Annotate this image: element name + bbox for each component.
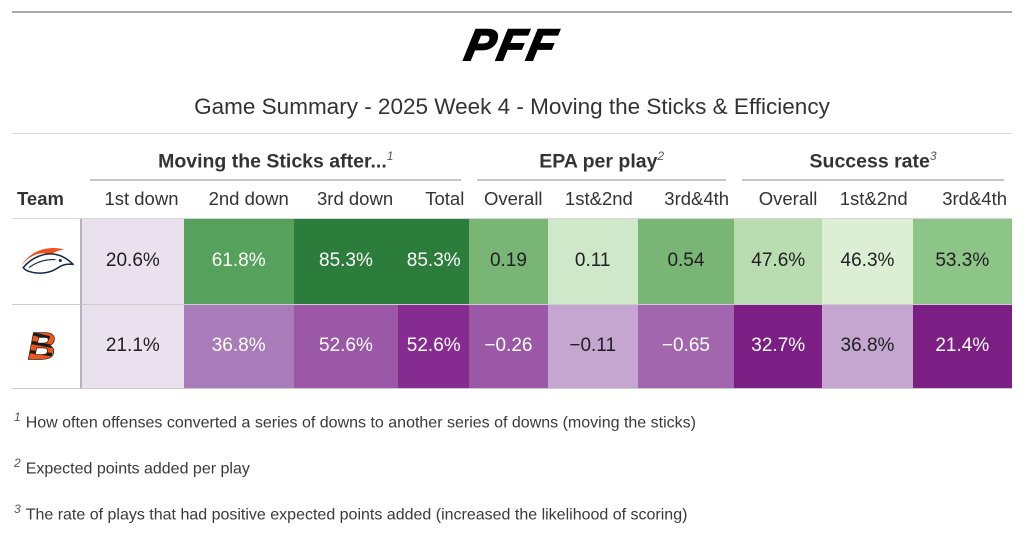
col-header-sr-3rd-4th: 3rd&4th bbox=[912, 181, 1012, 219]
cell-broncos-epa-1st-2nd: 0.11 bbox=[547, 218, 638, 304]
footnotes-section: 1 How often offenses converted a series o… bbox=[14, 405, 1010, 528]
cell-broncos-total: 85.3% bbox=[398, 218, 470, 304]
cell-bengals-epa-1st-2nd: −0.11 bbox=[547, 303, 638, 389]
col-header-sr-1st-2nd: 1st&2nd bbox=[822, 181, 913, 219]
group-header-row: Moving the Sticks after...1 EPA per play… bbox=[12, 136, 1012, 181]
team-logo-cell bbox=[12, 218, 83, 304]
footnote-number: 3 bbox=[14, 502, 21, 517]
col-header-sr-overall: Overall bbox=[734, 181, 823, 219]
cell-bengals-3rd-down: 52.6% bbox=[293, 303, 399, 389]
col-header-epa-overall: Overall bbox=[469, 181, 548, 219]
footnote-text: The rate of plays that had positive expe… bbox=[25, 506, 688, 524]
cell-bengals-epa-overall: −0.26 bbox=[469, 303, 548, 389]
footnote-number: 1 bbox=[14, 409, 21, 424]
group-label: Success rate bbox=[809, 150, 930, 173]
cell-bengals-epa-3rd-4th: −0.65 bbox=[637, 303, 735, 389]
table-row-bengals: B B 21.1% 36.8% 52.6% 52.6% −0.26 −0.11 … bbox=[12, 303, 1012, 389]
col-header-total: Total bbox=[398, 181, 470, 219]
footnote-ref-1: 1 bbox=[386, 149, 394, 163]
cell-bengals-sr-1st-2nd: 36.8% bbox=[822, 303, 913, 389]
group-label: Moving the Sticks after... bbox=[158, 150, 387, 173]
cell-broncos-sr-3rd-4th: 53.3% bbox=[912, 218, 1012, 304]
footnote-text: Expected points added per play bbox=[25, 460, 250, 478]
cell-broncos-1st-down: 20.6% bbox=[82, 218, 184, 304]
col-header-epa-3rd-4th: 3rd&4th bbox=[637, 181, 735, 219]
top-divider bbox=[12, 11, 1012, 13]
cell-bengals-1st-down: 21.1% bbox=[82, 303, 184, 389]
pff-logo: PFF bbox=[460, 20, 565, 71]
logo-container: PFF bbox=[0, 20, 1024, 72]
col-header-team: Team bbox=[12, 181, 83, 219]
group-header-spacer bbox=[12, 136, 82, 181]
team-logo-cell: B B bbox=[12, 303, 83, 389]
cell-broncos-sr-overall: 47.6% bbox=[734, 218, 823, 304]
cell-broncos-epa-3rd-4th: 0.54 bbox=[637, 218, 735, 304]
footnote-2: 2 Expected points added per play bbox=[14, 451, 1010, 481]
group-header-success-rate: Success rate3 bbox=[734, 136, 1012, 181]
footnote-3: 3 The rate of plays that had positive exp… bbox=[14, 497, 1010, 527]
footnote-ref-3: 3 bbox=[929, 149, 937, 163]
cell-bengals-2nd-down: 36.8% bbox=[183, 303, 294, 389]
cell-bengals-total: 52.6% bbox=[398, 303, 470, 389]
col-header-1st-down: 1st down bbox=[82, 181, 184, 219]
bengals-logo: B B bbox=[27, 326, 56, 366]
group-header-epa-per-play: EPA per play2 bbox=[469, 136, 734, 181]
col-header-2nd-down: 2nd down bbox=[183, 181, 294, 219]
cell-broncos-2nd-down: 61.8% bbox=[183, 218, 294, 304]
title-divider bbox=[12, 133, 1012, 134]
cell-bengals-sr-overall: 32.7% bbox=[734, 303, 823, 389]
broncos-logo bbox=[21, 247, 74, 274]
footnote-1: 1 How often offenses converted a series o… bbox=[14, 405, 1010, 435]
game-summary-table: Moving the Sticks after...1 EPA per play… bbox=[12, 136, 1012, 389]
footnote-ref-2: 2 bbox=[657, 149, 665, 163]
cell-bengals-sr-3rd-4th: 21.4% bbox=[912, 303, 1012, 389]
page-title: Game Summary - 2025 Week 4 - Moving the … bbox=[194, 94, 830, 119]
table-row-broncos: 20.6% 61.8% 85.3% 85.3% 0.19 0.11 0.54 4… bbox=[12, 218, 1012, 304]
cell-broncos-sr-1st-2nd: 46.3% bbox=[822, 218, 913, 304]
col-header-3rd-down: 3rd down bbox=[293, 181, 399, 219]
column-header-row: Team 1st down 2nd down 3rd down Total Ov… bbox=[12, 181, 1012, 219]
footnote-number: 2 bbox=[14, 455, 21, 470]
cell-broncos-3rd-down: 85.3% bbox=[293, 218, 399, 304]
group-label: EPA per play bbox=[539, 150, 658, 173]
col-header-epa-1st-2nd: 1st&2nd bbox=[547, 181, 638, 219]
group-header-moving-the-sticks: Moving the Sticks after...1 bbox=[82, 136, 469, 181]
footnote-text: How often offenses converted a series of… bbox=[25, 413, 696, 431]
cell-broncos-epa-overall: 0.19 bbox=[469, 218, 548, 304]
